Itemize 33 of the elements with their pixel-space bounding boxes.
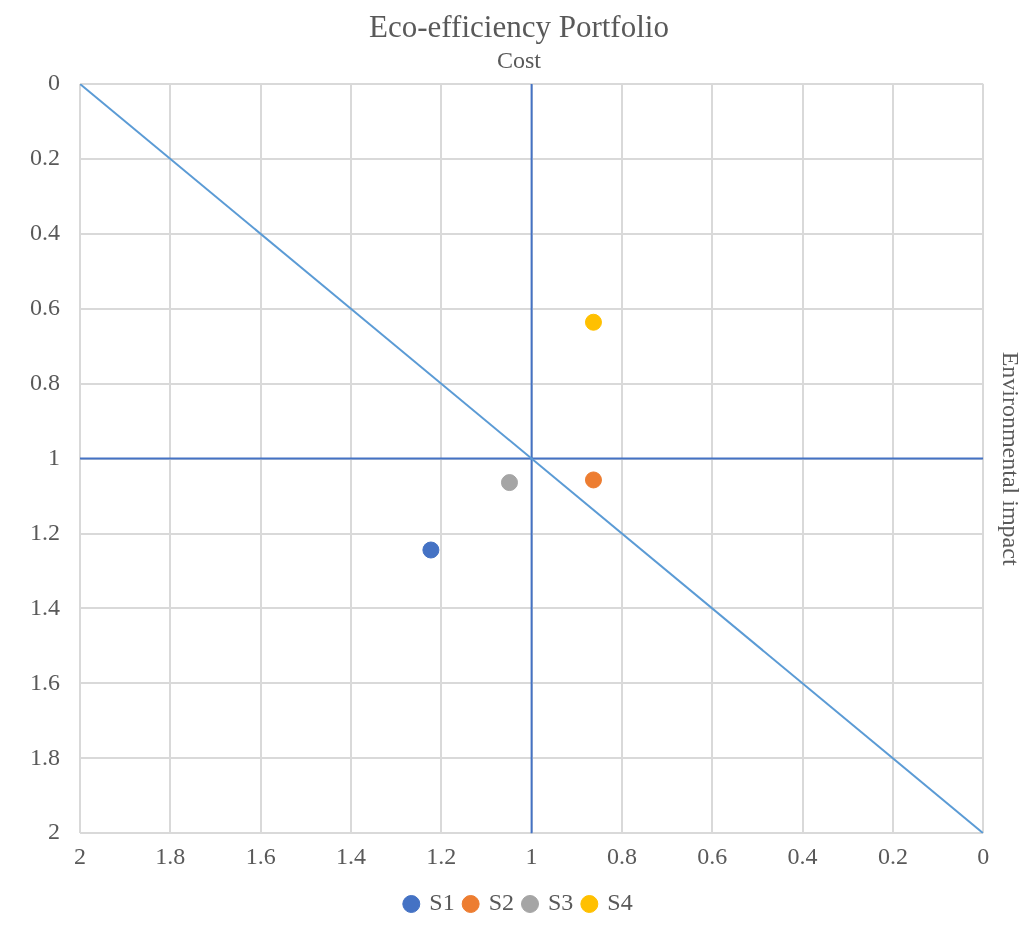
y-tick-label: 0.6	[30, 294, 60, 321]
x-tick-label: 1.6	[245, 842, 276, 869]
y-tick-label: 1.4	[30, 593, 60, 620]
x-tick-label: 0.2	[877, 842, 908, 869]
legend-label: S4	[607, 889, 633, 916]
chart-title: Eco-efficiency Portfolio	[369, 8, 669, 44]
y-tick-label: 1.2	[30, 518, 60, 545]
y-tick-label: 0.2	[30, 144, 60, 171]
x-tick-label: 0.6	[697, 842, 728, 869]
x-axis-title: Cost	[496, 46, 542, 73]
x-tick-label: 1.8	[155, 842, 186, 869]
y-tick-label: 1.6	[30, 668, 60, 695]
x-tick-label: 0.4	[787, 842, 818, 869]
legend-label: S2	[488, 889, 515, 916]
x-tick-label: 1.4	[335, 842, 366, 869]
y-tick-label: 0.8	[30, 368, 60, 395]
x-tick-label: 2	[74, 842, 86, 869]
legend-label: S3	[548, 889, 574, 916]
y-tick-label: 0	[48, 69, 60, 96]
x-tick-label: 1.2	[426, 842, 457, 869]
y-tick-label: 0.4	[30, 219, 60, 246]
point	[584, 313, 602, 331]
point	[584, 471, 602, 489]
y-tick-label: 1	[48, 443, 60, 470]
point	[500, 474, 518, 492]
legend-label: S1	[429, 889, 455, 916]
y-tick-label: 1.8	[30, 743, 60, 770]
y-tick-label: 2	[48, 818, 60, 845]
x-tick-label: 1	[525, 842, 538, 869]
point	[422, 541, 440, 559]
x-tick-label: 0	[977, 842, 990, 869]
y-axis-title: Environmental impact	[998, 351, 1025, 566]
x-tick-label: 0.8	[606, 842, 637, 869]
